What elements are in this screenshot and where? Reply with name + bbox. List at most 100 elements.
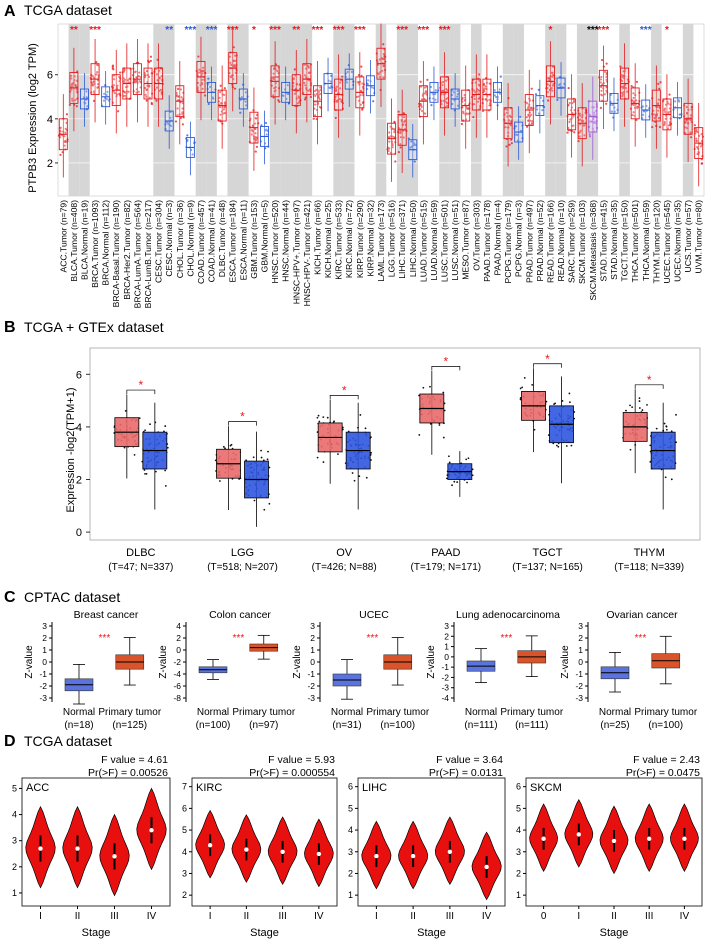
panel-b-point — [451, 484, 453, 487]
panel-a-category-label: HNSC-HPV-.Tumor (n=421) — [302, 200, 312, 307]
panel-a-point — [567, 86, 570, 90]
panel-b-point — [670, 478, 673, 481]
panel-a-category-label: LIHC.Tumor (n=371) — [397, 200, 407, 279]
panel-b-point — [466, 481, 468, 484]
panel-a-point — [525, 125, 529, 128]
panel-a-point — [126, 79, 130, 82]
panel-a-point — [312, 117, 315, 120]
panel-a-point — [573, 109, 576, 112]
panel-a-category-label: BRCA-Her2.Tumor (n=82) — [122, 200, 132, 300]
panel-c-significance: *** — [233, 633, 245, 644]
panel-a-point — [399, 136, 402, 139]
panel-a-point — [693, 124, 696, 127]
panel-d-ytick-label: 4 — [12, 810, 17, 820]
panel-a-point — [387, 149, 390, 153]
panel-c-ytick-label: 3 — [444, 621, 449, 631]
panel-c-ytick-label: 4 — [176, 621, 181, 631]
panel-a-point — [159, 88, 163, 91]
panel-c-ytick-label: -1 — [441, 662, 449, 672]
panel-b-letter: B — [4, 319, 16, 336]
panel-a-band — [375, 24, 387, 196]
panel-a-point — [426, 78, 429, 81]
panel-c-ytick-label: 1 — [42, 645, 47, 655]
panel-b-point — [218, 480, 221, 482]
panel-a-point — [303, 81, 306, 84]
panel-a-significance: *** — [396, 25, 408, 36]
panel-a-point — [621, 76, 624, 79]
panel-a-point — [603, 93, 606, 96]
panel-a-point — [514, 125, 518, 128]
panel-a-point — [260, 124, 263, 127]
panel-a-point — [525, 115, 529, 119]
panel-a-point — [286, 84, 289, 87]
panel-a-point — [441, 80, 445, 84]
panel-b-bracket — [431, 366, 461, 371]
panel-a-point — [201, 69, 204, 72]
panel-a-point — [440, 102, 443, 106]
panel-d-stage-label: IV — [482, 911, 492, 922]
panel-a-point — [111, 64, 115, 67]
panel-a-point — [668, 121, 671, 124]
panel-c-ytick-label: 0 — [176, 645, 181, 655]
panel-d-median — [541, 836, 546, 841]
panel-a-point — [631, 113, 634, 117]
panel-b-point — [322, 461, 325, 463]
panel-a-point — [254, 135, 257, 139]
panel-c-normal-label: Normal — [599, 707, 631, 718]
panel-d-cancer-label: ACC — [26, 782, 49, 794]
panel-a-point — [394, 160, 397, 163]
panel-a-point — [382, 43, 385, 46]
panel-b-ytick-label: 6 — [76, 369, 82, 381]
panel-a-point — [445, 98, 448, 101]
panel-a-point — [255, 145, 259, 148]
panel-b-point — [260, 456, 263, 459]
panel-b-point — [143, 469, 146, 471]
panel-b-point — [149, 423, 151, 426]
panel-d-ytick-label: 7 — [182, 782, 187, 792]
panel-a-significance: *** — [640, 25, 652, 36]
panel-a-point — [186, 134, 189, 137]
panel-a-category-label: THCA.Normal (n=59) — [641, 200, 651, 281]
panel-d-cancer-label: KIRC — [196, 782, 222, 794]
panel-b-point — [260, 449, 263, 452]
panel-a-point — [118, 92, 121, 96]
panel-a-category-label: LUAD.Normal (n=59) — [429, 200, 439, 281]
panel-b-point — [145, 472, 148, 475]
panel-a-category-label: STAD.Tumor (n=415) — [598, 200, 608, 282]
panel-d-ytick-label: 1 — [12, 888, 17, 898]
panel-d-title: TCGA dataset — [24, 733, 112, 749]
panel-a-category-label: BLCA.Tumor (n=408) — [69, 200, 79, 282]
panel-a-point — [525, 102, 529, 105]
panel-b-point — [326, 416, 329, 419]
panel-c-chart-title: Ovarian cancer — [606, 609, 678, 621]
panel-a-category-label: UCEC.Normal (n=35) — [673, 200, 683, 282]
panel-a-category-label: BRCA-LumB.Tumor (n=217) — [143, 200, 153, 308]
panel-b-point — [144, 429, 146, 432]
panel-b-significance: * — [138, 378, 143, 392]
panel-d-fvalue: F value = 2.43 — [633, 754, 700, 766]
panel-a-point — [292, 85, 295, 88]
panel-a-point — [219, 91, 222, 94]
panel-d-ytick-label: 4 — [182, 847, 187, 857]
panel-a-point — [59, 153, 62, 156]
panel-a-category-label: KIRC.Normal (n=72) — [344, 200, 354, 278]
panel-a-point — [345, 81, 348, 84]
panel-a-point — [350, 70, 354, 73]
panel-c-tumor-label: Primary tumor — [232, 707, 295, 718]
panel-a-point — [230, 63, 233, 67]
panel-a-point — [605, 62, 608, 65]
panel-a-category-label: BRCA.Tumor (n=1093) — [90, 200, 100, 288]
panel-c-ytick-label: 3 — [42, 621, 47, 631]
panel-a-point — [197, 55, 200, 58]
panel-c-ytick-label: 0 — [42, 657, 47, 667]
panel-b-point — [649, 444, 652, 447]
panel-b-point — [555, 444, 558, 447]
panel-d-median — [207, 843, 213, 848]
panel-a-point — [307, 66, 310, 69]
panel-c-letter: C — [4, 589, 16, 606]
panel-a-point — [64, 140, 67, 144]
panel-d-median — [576, 832, 581, 837]
panel-a-category-label: SKCM.Metastasis (n=368) — [588, 200, 598, 301]
panel-a-point — [579, 129, 582, 132]
panel-a-point — [519, 115, 522, 118]
